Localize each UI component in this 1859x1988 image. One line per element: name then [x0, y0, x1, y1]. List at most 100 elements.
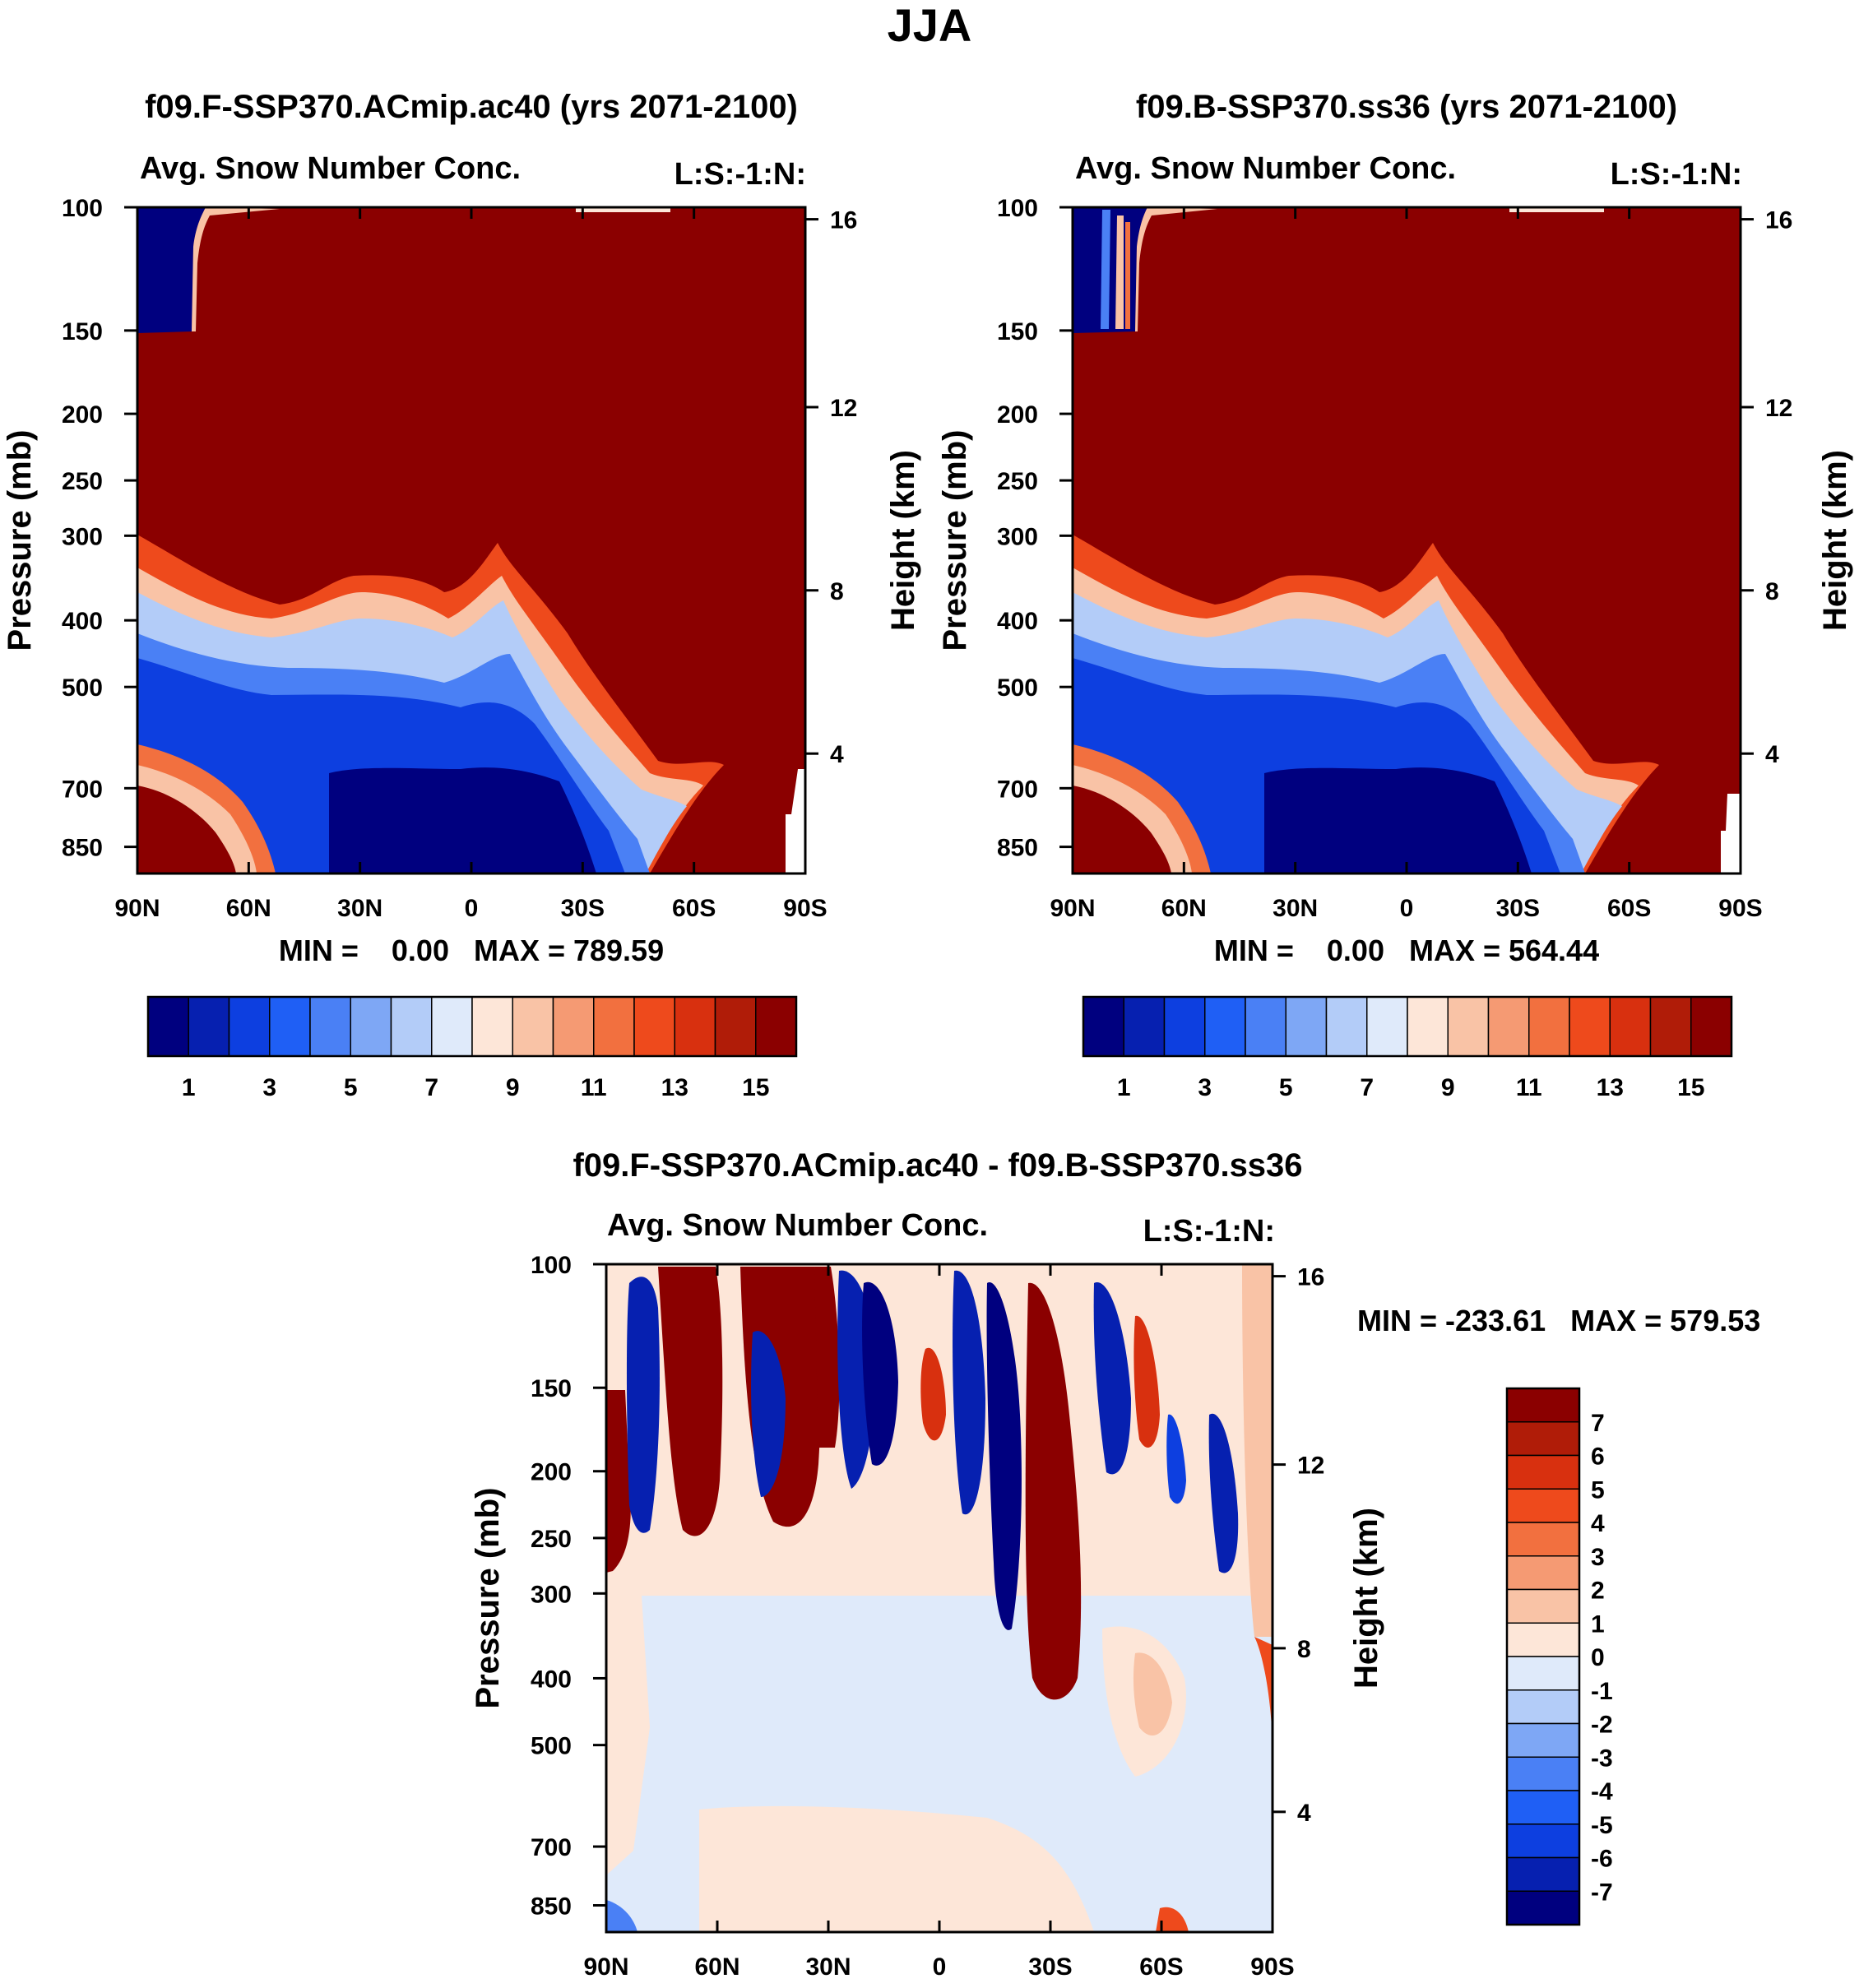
p2-cap-stripe-3	[1125, 222, 1130, 329]
p1-y2tick-label: 12	[830, 395, 857, 422]
p3-y2tick-label: 4	[1297, 1800, 1311, 1827]
p3-red-col-7	[1133, 1315, 1160, 1448]
panel-2-subtitle-right: L:S:-1:N:	[1611, 157, 1742, 192]
p2-y2tick-label: 12	[1765, 395, 1792, 422]
p3-colorbar-label: -7	[1591, 1879, 1613, 1906]
p3-minmax: MIN = -233.61 MAX = 579.53	[1357, 1304, 1760, 1337]
p3-colorbar-label: -4	[1591, 1778, 1613, 1805]
p2-colorbar-frame	[1082, 995, 1733, 1058]
p1-ytick-label: 250	[62, 468, 103, 495]
p1-colorbar-cell	[188, 996, 230, 1057]
p3-colorbar-label: -3	[1591, 1745, 1613, 1772]
p3-colorbar-cell	[1506, 1454, 1580, 1490]
p3-red-col-1	[606, 1390, 631, 1573]
p2-colorbar-cell	[1366, 996, 1408, 1057]
p3-xtick-label: 0	[933, 1953, 947, 1981]
p1-xtick-label: 30N	[337, 895, 382, 922]
p2-colorbar-label: 1	[1117, 1074, 1131, 1101]
p1-colorbar-label: 9	[506, 1074, 520, 1101]
figure-title: JJA	[888, 0, 972, 51]
panel-3-field	[606, 1264, 1273, 1932]
p2-colorbar-label: 5	[1279, 1074, 1293, 1101]
p3-colorbar-cell	[1506, 1555, 1580, 1591]
panel-2-subtitle-left: Avg. Snow Number Conc.	[1075, 151, 1456, 186]
p3-colorbar: 7 6 5 4 3 2 1 0 -1 -2 -3 -4 -5 -6 -7	[1505, 1387, 1613, 1926]
p1-axes: 90N 60N 30N 0 30S 60S 90S 100 150 200 250 300 400 500…	[62, 195, 857, 922]
p3-lower-orange-2	[699, 1805, 1094, 1932]
p1-colorbar-cell	[755, 996, 797, 1057]
p3-red-col-2	[658, 1267, 723, 1536]
p3-colorbar-cell	[1506, 1522, 1580, 1557]
p1-colorbar-cell	[350, 996, 392, 1057]
panel-3-subtitle-right: L:S:-1:N:	[1143, 1214, 1275, 1249]
p2-ytick-label: 400	[997, 608, 1038, 635]
p2-xtick-label: 60N	[1161, 895, 1207, 922]
p2-colorbar-cell	[1407, 996, 1449, 1057]
p2-colorbar-label: 15	[1677, 1074, 1704, 1101]
p2-colorbar-cell	[1528, 996, 1570, 1057]
p1-ytick-label: 850	[62, 835, 103, 862]
p1-ytick-label: 150	[62, 318, 103, 345]
p2-colorbar: 1 3 5 7 9 11 13 15	[1082, 995, 1733, 1101]
p3-colorbar-label: 0	[1591, 1644, 1605, 1671]
p2-band-6	[1264, 767, 1532, 874]
p3-xtick-label: 60S	[1139, 1953, 1183, 1981]
p3-colorbar-cell	[1506, 1689, 1580, 1725]
p1-cap-line	[576, 208, 670, 212]
panel-1-subtitle-right: L:S:-1:N:	[675, 157, 806, 192]
p3-colorbar-cell	[1506, 1756, 1580, 1791]
p2-y2label: Height (km)	[1817, 450, 1853, 631]
p2-right-white	[1721, 794, 1741, 874]
p1-colorbar-label: 15	[742, 1074, 769, 1101]
p3-right-red	[1254, 1637, 1273, 1744]
p1-colorbar: 1 3 5 7 9 11 13 15	[146, 995, 798, 1101]
p3-y2tick-label: 8	[1297, 1636, 1311, 1663]
p3-colorbar-cell	[1506, 1890, 1580, 1925]
p1-colorbar-frame	[146, 995, 798, 1058]
p3-ytick-label: 200	[531, 1459, 572, 1486]
p2-colorbar-cell	[1447, 996, 1490, 1057]
p3-colorbar-cell	[1506, 1722, 1580, 1758]
p3-colorbar-label: 4	[1591, 1510, 1605, 1537]
p3-right-light	[1242, 1264, 1273, 1637]
p3-colorbar-label: 6	[1591, 1444, 1605, 1471]
p3-colorbar-cell	[1506, 1790, 1580, 1825]
p2-cap-line	[1509, 208, 1604, 212]
panel-3: f09.F-SSP370.ACmip.ac40 - f09.B-SSP370.s…	[470, 1147, 1760, 1981]
p3-colorbar-cell	[1506, 1656, 1580, 1691]
p1-xtick-label: 90S	[783, 895, 827, 922]
p2-ytick-label: 200	[997, 401, 1038, 429]
p3-colorbar-cell	[1506, 1388, 1580, 1423]
p1-colorbar-cell	[552, 996, 595, 1057]
p1-colorbar-cell	[593, 996, 635, 1057]
p1-colorbar-cell	[269, 996, 311, 1057]
p2-ytick-label: 150	[997, 318, 1038, 345]
p2-colorbar-cell	[1609, 996, 1652, 1057]
p1-xtick-label: 60S	[672, 895, 716, 922]
p1-band-9	[137, 785, 236, 874]
p3-ytick-label: 300	[531, 1581, 572, 1608]
p3-y2tick-label: 16	[1297, 1264, 1324, 1291]
p2-minmax: MIN = 0.00 MAX = 564.44	[1214, 934, 1599, 967]
p3-lower-orange-4	[1133, 1652, 1172, 1735]
p2-xtick-label: 90N	[1050, 895, 1095, 922]
p1-colorbar-cell	[228, 996, 271, 1057]
p3-colorbar-cell	[1506, 1622, 1580, 1657]
p3-red-col-4	[814, 1267, 840, 1448]
p3-ytick-label: 400	[531, 1666, 572, 1693]
p3-colorbar-cell	[1506, 1488, 1580, 1523]
p3-blue-col-2	[751, 1331, 786, 1497]
p1-colorbar-label: 5	[344, 1074, 358, 1101]
p1-ytick-label: 100	[62, 195, 103, 222]
panel-1-field	[137, 207, 805, 874]
p3-lower-orange-1	[606, 1596, 650, 1875]
p2-y2tick-label: 8	[1765, 578, 1779, 605]
p1-minmax: MIN = 0.00 MAX = 789.59	[279, 934, 664, 967]
p3-colorbar-label: -2	[1591, 1712, 1613, 1739]
p3-ytick-label: 700	[531, 1834, 572, 1861]
p3-xtick-label: 60N	[694, 1953, 739, 1981]
p1-cap-blue	[137, 207, 206, 333]
p1-colorbar-label: 7	[424, 1074, 438, 1101]
p1-ytick-label: 700	[62, 776, 103, 803]
